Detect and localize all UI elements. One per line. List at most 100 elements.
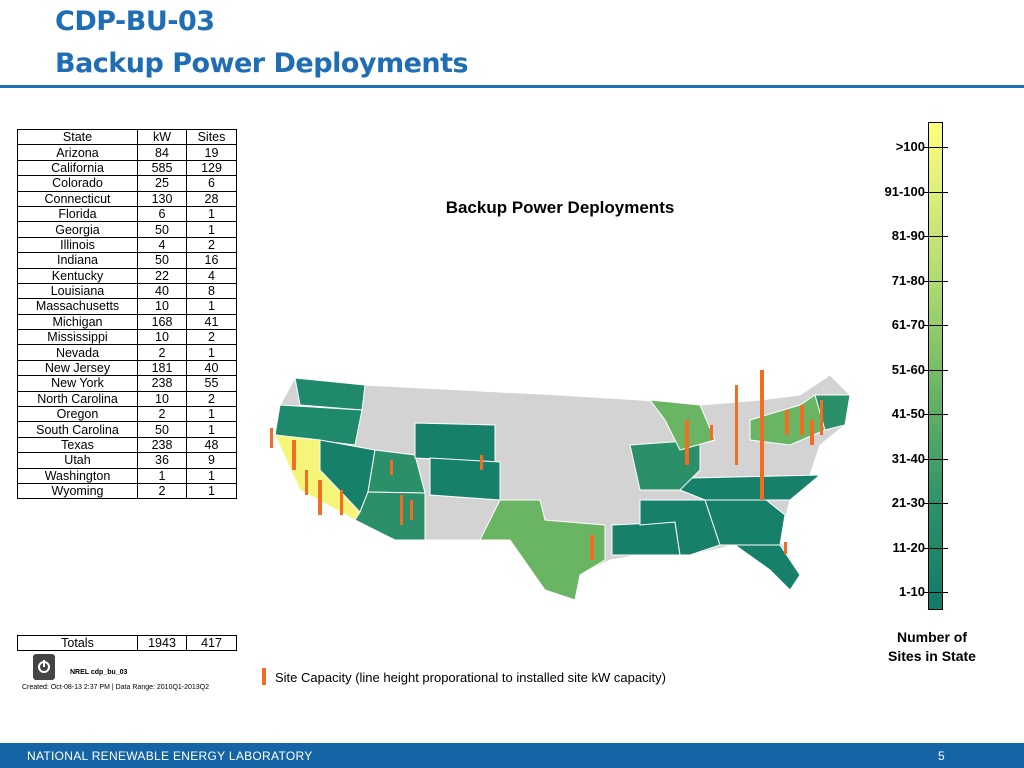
colorbar-tick xyxy=(924,547,948,549)
table-row: Illinois 4 2 xyxy=(17,236,237,254)
table-row: North Carolina 10 2 xyxy=(17,390,237,408)
table-cell: 2 xyxy=(137,482,187,500)
table-cell: Kentucky xyxy=(17,267,138,284)
totals-table: Totals 1943 417 xyxy=(17,634,237,652)
header-row: State kW Sites xyxy=(17,128,237,146)
rule xyxy=(0,85,1024,88)
table-cell: Louisiana xyxy=(17,282,138,300)
totals-row: Totals 1943 417 xyxy=(17,634,237,652)
colorbar-label: 11-20 xyxy=(892,539,925,555)
colorbar xyxy=(928,122,943,610)
table-cell: 25 xyxy=(137,175,187,192)
table-cell: 2 xyxy=(186,390,237,408)
table-cell: 36 xyxy=(137,452,187,469)
totals-cell: Totals xyxy=(17,634,138,652)
table-row: Michigan 168 41 xyxy=(17,313,237,331)
table-cell: 10 xyxy=(137,298,187,315)
table-cell: 41 xyxy=(186,313,237,331)
table-cell: Connecticut xyxy=(17,190,138,207)
table-cell: 2 xyxy=(137,406,187,423)
page-number: 5 xyxy=(938,749,945,763)
table-row: South Carolina 50 1 xyxy=(17,421,237,438)
table-cell: New York xyxy=(17,375,138,392)
colorbar-title: Number of xyxy=(897,629,967,645)
table-cell: California xyxy=(17,159,138,177)
table-row: Utah 36 9 xyxy=(17,452,237,469)
colorbar-tick xyxy=(924,280,948,282)
table-cell: 1 xyxy=(186,421,237,438)
table-row: Indiana 50 16 xyxy=(17,252,237,269)
table-cell: 50 xyxy=(137,421,187,438)
table-cell: 19 xyxy=(186,144,237,161)
created-note: Created: Oct-08-13 2:37 PM | Data Range:… xyxy=(22,684,210,691)
colorbar-label: 51-60 xyxy=(891,361,925,377)
table-cell: 6 xyxy=(137,205,187,223)
table-cell: 4 xyxy=(186,267,237,284)
table-cell: Arizona xyxy=(17,144,138,161)
colorbar-tick xyxy=(924,369,948,371)
legend-swatch xyxy=(262,668,266,685)
nrel-label: NREL cdp_bu_03 xyxy=(70,669,128,676)
colorbar-label: 91-100 xyxy=(884,183,925,199)
table-cell: 1 xyxy=(186,406,237,423)
colorbar-tick xyxy=(924,147,948,148)
colorbar-label: >100 xyxy=(895,139,925,154)
table-cell: 10 xyxy=(137,390,187,408)
table-row: Nevada 2 1 xyxy=(17,344,237,361)
table-cell: 84 xyxy=(137,144,187,161)
table-cell: 238 xyxy=(137,436,187,454)
colorbar-tick xyxy=(924,503,948,504)
table-row: Oregon 2 1 xyxy=(17,406,237,423)
table-cell: 181 xyxy=(137,359,187,377)
column-header: Sites xyxy=(186,128,237,146)
table-cell: 130 xyxy=(137,190,187,207)
table-cell: 585 xyxy=(137,159,187,177)
table-cell: Wyoming xyxy=(17,482,138,500)
table-row: New York 238 55 xyxy=(17,375,237,392)
table-cell: 2 xyxy=(186,329,237,346)
table-cell: 40 xyxy=(137,282,187,300)
table-row: Washington 1 1 xyxy=(17,467,237,484)
table-cell: 1 xyxy=(186,344,237,361)
table-cell: 10 xyxy=(137,329,187,346)
table-cell: Washington xyxy=(17,467,138,484)
data-table: State kW Sites Arizona 84 19 California 585 129 C… xyxy=(17,128,237,500)
table-row: Florida 6 1 xyxy=(17,205,237,223)
colorbar-tick xyxy=(924,458,948,460)
footer: NATIONAL RENEWABLE ENERGY LABORATORY 5 xyxy=(0,743,1024,768)
table-row: Georgia 50 1 xyxy=(17,221,237,238)
table-cell: South Carolina xyxy=(17,421,138,438)
footer-org: NATIONAL RENEWABLE ENERGY LABORATORY xyxy=(27,749,313,763)
colorbar-label: 41-50 xyxy=(891,406,925,421)
column-header: kW xyxy=(137,128,187,146)
table-row: Louisiana 40 8 xyxy=(17,282,237,300)
colorbar-label: 1-10 xyxy=(898,584,925,599)
colorbar-tick xyxy=(924,236,948,237)
table-cell: 1 xyxy=(186,482,237,500)
table-cell: Illinois xyxy=(17,236,138,254)
table-cell: 129 xyxy=(186,159,237,177)
table-cell: 9 xyxy=(186,452,237,469)
colorbar-label: 61-70 xyxy=(891,317,925,332)
table-cell: 168 xyxy=(137,313,187,331)
table-row: Connecticut 130 28 xyxy=(17,190,237,207)
table-cell: 48 xyxy=(186,436,237,454)
table-cell: Utah xyxy=(17,452,138,469)
table-cell: Colorado xyxy=(17,175,138,192)
table-cell: 1 xyxy=(186,467,237,484)
table-cell: 16 xyxy=(186,252,237,269)
table-cell: Mississippi xyxy=(17,329,138,346)
totals-cell: 417 xyxy=(186,634,237,652)
table-row: Massachusetts 10 1 xyxy=(17,298,237,315)
table-row: New Jersey 181 40 xyxy=(17,359,237,377)
table-cell: 1 xyxy=(186,205,237,223)
us-map xyxy=(270,370,851,600)
colorbar-tick xyxy=(924,414,948,415)
colorbar-label: 21-30 xyxy=(891,495,925,510)
table-row: Arizona 84 19 xyxy=(17,144,237,161)
table-row: California 585 129 xyxy=(17,159,237,177)
table-cell: 40 xyxy=(186,359,237,377)
table-cell: North Carolina xyxy=(17,390,138,408)
table-cell: 50 xyxy=(137,221,187,238)
